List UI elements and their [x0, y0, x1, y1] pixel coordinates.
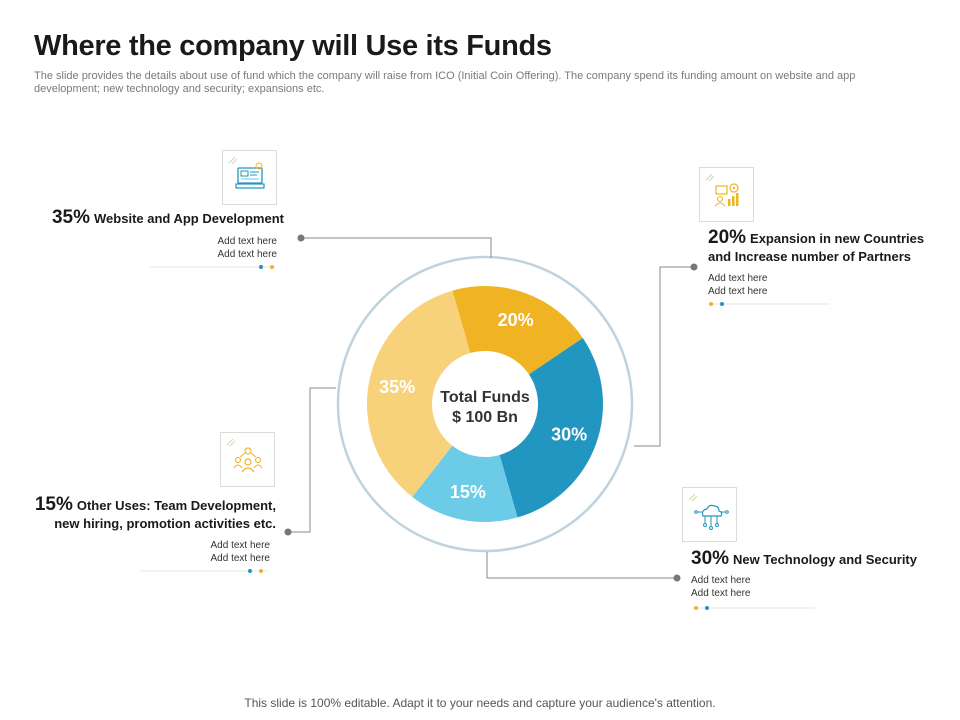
donut-segment-website — [366, 290, 471, 497]
callout-website-percent: 35% — [51, 207, 91, 228]
callout-website-label: Website and App Development — [94, 211, 284, 226]
callout-tech-heading: 30% New Technology and Security — [691, 548, 941, 569]
connector-other — [288, 387, 336, 533]
callout-expansion: 20% Expansion in new Countries and Increa… — [708, 227, 953, 298]
center-label-line2: $ 100 Bn — [452, 409, 518, 426]
center-label-line1: Total Funds — [440, 389, 530, 406]
callout-website-heading: 35% Website and App Development — [34, 207, 284, 228]
footer-note: This slide is 100% editable. Adapt it to… — [244, 696, 716, 710]
page-subtitle: The slide provides the details about use… — [34, 70, 856, 95]
connector-dot-tech — [673, 574, 681, 582]
donut-segment-expansion — [452, 285, 583, 375]
callout-website-text-2: Add text here — [217, 249, 277, 260]
underline-accents — [140, 265, 830, 610]
circuit-technology-icon — [682, 487, 737, 542]
donut-segments — [366, 285, 603, 523]
connector-tech — [486, 552, 677, 579]
donut-label-tech: 30% — [551, 425, 587, 445]
callout-expansion-label-2: and Increase number of Partners — [708, 249, 912, 264]
donut-label-expansion: 20% — [498, 310, 534, 330]
connector-expansion — [634, 266, 694, 447]
callout-website: 35% Website and App Development Add text … — [34, 207, 284, 261]
connector-website — [301, 237, 492, 258]
callout-other-percent: 15% — [34, 494, 73, 515]
page-title: Where the company will Use its Funds — [34, 30, 552, 62]
donut-label-other: 15% — [450, 482, 486, 502]
callout-other: 15% Other Uses: Team Development, new hir… — [14, 494, 276, 565]
connector-dot-expansion — [690, 263, 698, 271]
callout-other-heading: 15% Other Uses: Team Development, — [14, 494, 276, 515]
team-icon — [220, 432, 275, 487]
callout-tech-label: New Technology and Security — [733, 552, 917, 567]
donut-label-website: 35% — [379, 377, 415, 397]
connector-dot-website — [297, 234, 305, 242]
donut-segment-tech — [499, 338, 603, 518]
connector-lines — [288, 237, 694, 579]
callout-tech: 30% New Technology and Security Add text … — [691, 548, 941, 600]
callout-website-text-1: Add text here — [217, 236, 277, 247]
callout-tech-text-2: Add text here — [691, 588, 751, 599]
callout-tech-percent: 30% — [691, 548, 730, 569]
callout-other-label-2: new hiring, promotion activities etc. — [54, 516, 276, 531]
callout-expansion-percent: 20% — [708, 227, 747, 248]
callout-expansion-text-1: Add text here — [708, 273, 768, 284]
callout-other-text-1: Add text here — [210, 540, 270, 551]
callout-tech-text-1: Add text here — [691, 575, 751, 586]
website-development-icon — [222, 150, 277, 205]
donut-segment-other — [412, 445, 518, 523]
expansion-chart-icon — [699, 167, 754, 222]
callout-other-text-2: Add text here — [210, 553, 270, 564]
callout-expansion-label-1: Expansion in new Countries — [750, 231, 925, 246]
callout-other-label-1: Other Uses: Team Development, — [76, 498, 276, 513]
donut-outer-ring — [336, 255, 634, 553]
donut-labels: 35% 20% 30% 15% — [379, 310, 587, 502]
connector-dot-other — [284, 528, 292, 536]
connector-dots — [284, 234, 698, 582]
callout-expansion-text-2: Add text here — [708, 286, 768, 297]
callout-expansion-heading: 20% Expansion in new Countries — [708, 227, 953, 248]
